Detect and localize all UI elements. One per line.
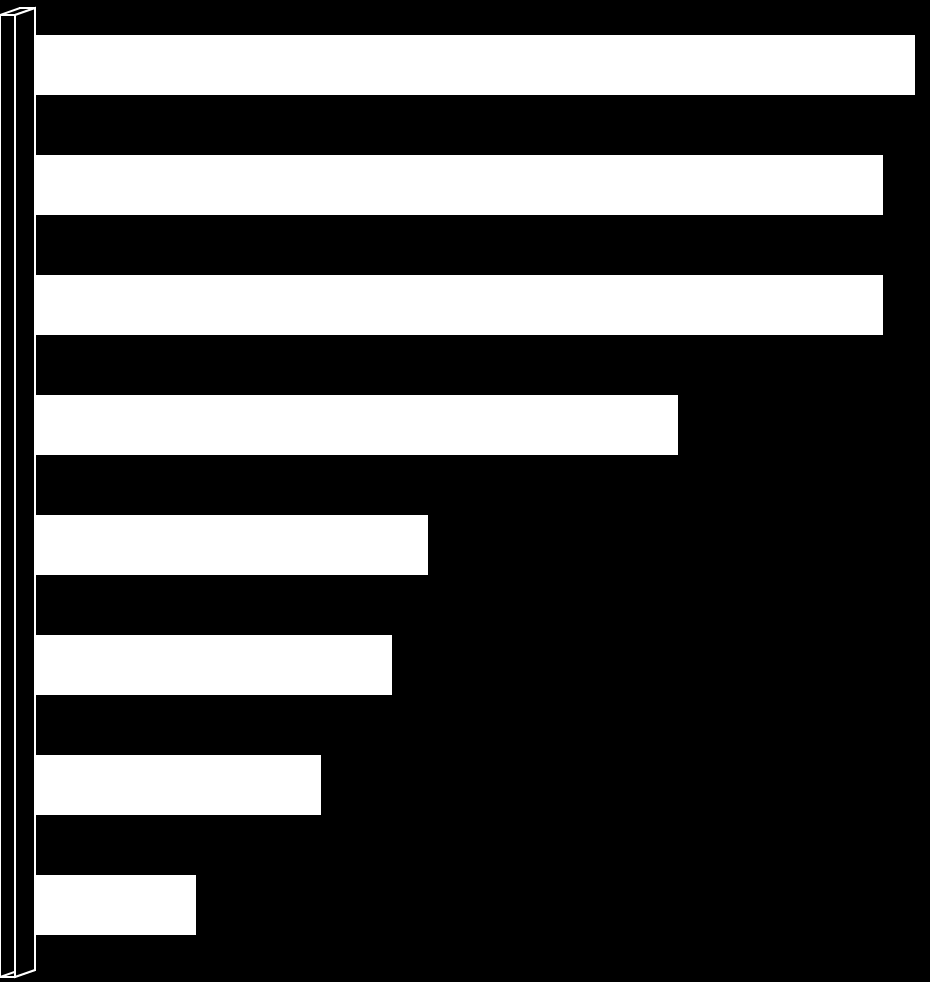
bar-5 bbox=[35, 635, 392, 695]
bar-0 bbox=[35, 35, 915, 95]
bar-6 bbox=[35, 755, 321, 815]
bar-1 bbox=[35, 155, 883, 215]
bar-2 bbox=[35, 275, 883, 335]
bars-layer bbox=[0, 0, 930, 982]
bar-3 bbox=[35, 395, 678, 455]
bar-4 bbox=[35, 515, 428, 575]
bar-7 bbox=[35, 875, 196, 935]
